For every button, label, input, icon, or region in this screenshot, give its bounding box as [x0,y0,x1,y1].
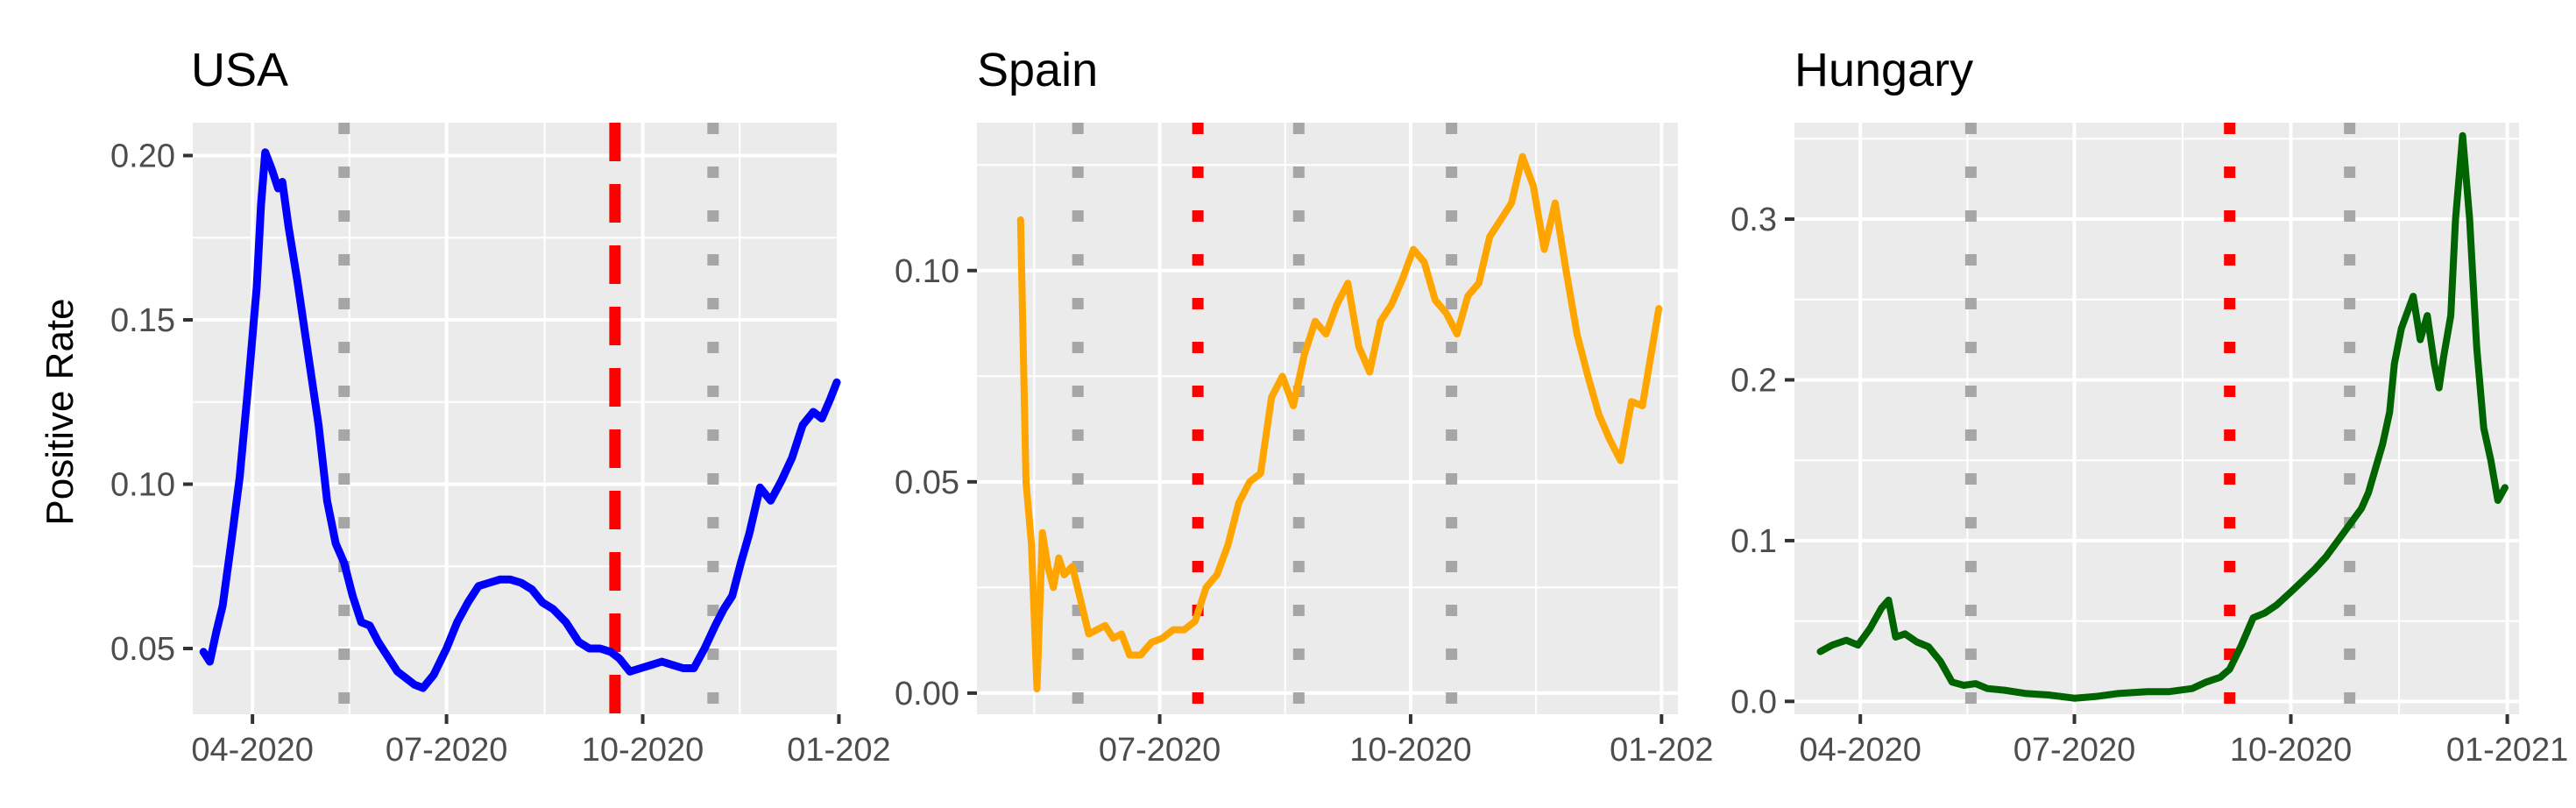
spain-axes: 07-2020 10-2020 01-202 0.00 0.05 0.10 [895,253,1713,769]
usa-y-tick-label: 0.20 [110,138,175,175]
usa-panel: 04-2020 07-2020 10-2020 01-202 0.05 0.10 0.15 0… [110,44,891,769]
spain-y-tick-label: 0.10 [895,253,959,290]
usa-y-tick-label: 0.15 [110,302,175,339]
hungary-positive-rate-line [1816,131,2509,702]
usa-positive-rate-line [199,148,841,692]
hungary-axes: 04-2020 07-2020 10-2020 01-2021 0.0 0.1 0.2 0.3 [1730,202,2568,769]
usa-axes: 04-2020 07-2020 10-2020 01-202 0.05 0.10 0.15 0… [110,138,891,769]
spain-x-tick-label: 01-202 [1610,732,1713,769]
usa-x-tick-label: 07-2020 [386,732,507,769]
spain-y-tick-label: 0.05 [895,464,959,501]
spain-panel-title: Spain [977,44,1098,96]
usa-grid [193,123,837,714]
spain-positive-rate-line [1016,152,1663,693]
hungary-x-tick-label: 04-2020 [1799,732,1921,769]
usa-y-tick-label: 0.10 [110,467,175,504]
spain-panel: 07-2020 10-2020 01-202 0.00 0.05 0.10 Spain [895,44,1713,769]
hungary-panel: 04-2020 07-2020 10-2020 01-2021 0.0 0.1 0.2 0.3… [1730,44,2568,769]
spain-y-tick-label: 0.00 [895,676,959,712]
usa-x-tick-label: 10-2020 [582,732,704,769]
y-axis-title: Positive Rate [39,298,81,525]
usa-plot-background [193,123,837,714]
hungary-y-tick-label: 0.0 [1730,684,1777,720]
usa-panel-title: USA [191,44,288,96]
hungary-panel-title: Hungary [1794,44,1973,96]
hungary-y-tick-label: 0.2 [1730,362,1777,399]
usa-y-tick-label: 0.05 [110,631,175,668]
usa-x-tick-label: 01-202 [787,732,890,769]
hungary-x-tick-label: 07-2020 [2013,732,2135,769]
spain-x-tick-label: 07-2020 [1099,732,1221,769]
hungary-reference-lines [1964,123,2356,714]
hungary-y-tick-label: 0.1 [1730,523,1777,560]
usa-x-tick-label: 04-2020 [191,732,313,769]
hungary-plot-background [1794,123,2519,714]
hungary-y-tick-label: 0.3 [1730,202,1777,238]
hungary-x-tick-label: 01-2021 [2446,732,2568,769]
hungary-x-tick-label: 10-2020 [2230,732,2352,769]
usa-reference-lines [338,123,719,714]
spain-x-tick-label: 10-2020 [1349,732,1471,769]
